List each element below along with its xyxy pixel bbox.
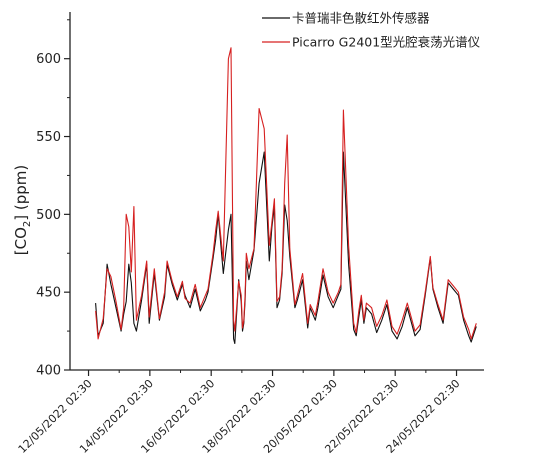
series-line-picarro xyxy=(95,47,477,340)
legend: 卡普瑞非色散红外传感器 Picarro G2401型光腔衰荡光谱仪 xyxy=(262,11,481,50)
legend-label: 卡普瑞非色散红外传感器 xyxy=(292,11,430,26)
y-tick-label: 500 xyxy=(36,208,61,223)
y-tick-label: 600 xyxy=(36,52,61,67)
y-axis-ticks: 400 450 500 550 600 xyxy=(36,19,70,379)
y-axis-label: [CO2] (ppm) xyxy=(12,165,33,256)
series-layer xyxy=(95,47,477,345)
y-tick-label: 450 xyxy=(36,286,61,301)
series-line-ndir-sensor xyxy=(95,151,477,345)
legend-label: Picarro G2401型光腔衰荡光谱仪 xyxy=(292,35,481,50)
y-tick-label: 550 xyxy=(36,130,61,145)
y-tick-label: 400 xyxy=(36,364,61,379)
